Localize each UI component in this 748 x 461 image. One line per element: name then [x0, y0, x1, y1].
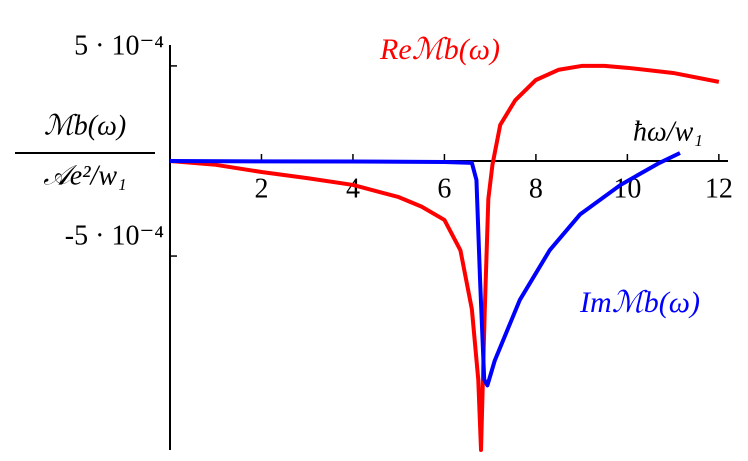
x-tick-label: 4	[346, 173, 360, 204]
x-tick-label: 8	[529, 173, 543, 204]
y-label-denominator: 𝒜e²/w₁	[43, 160, 127, 191]
y-label-numerator: ℳb(ω)	[44, 110, 126, 141]
x-tick-label: 12	[705, 173, 733, 204]
series-label: Imℳb(ω)	[579, 286, 700, 319]
y-tick-label: -5 · 10⁻⁴	[65, 220, 164, 251]
x-label: ħω/w₁	[633, 116, 703, 147]
y-tick-label: 5 · 10⁻⁴	[74, 30, 164, 61]
x-tick-label: 6	[437, 173, 451, 204]
series-line	[169, 151, 681, 388]
x-tick-label: 2	[254, 173, 268, 204]
series-label: Reℳb(ω)	[379, 33, 500, 66]
series-line	[169, 63, 720, 452]
